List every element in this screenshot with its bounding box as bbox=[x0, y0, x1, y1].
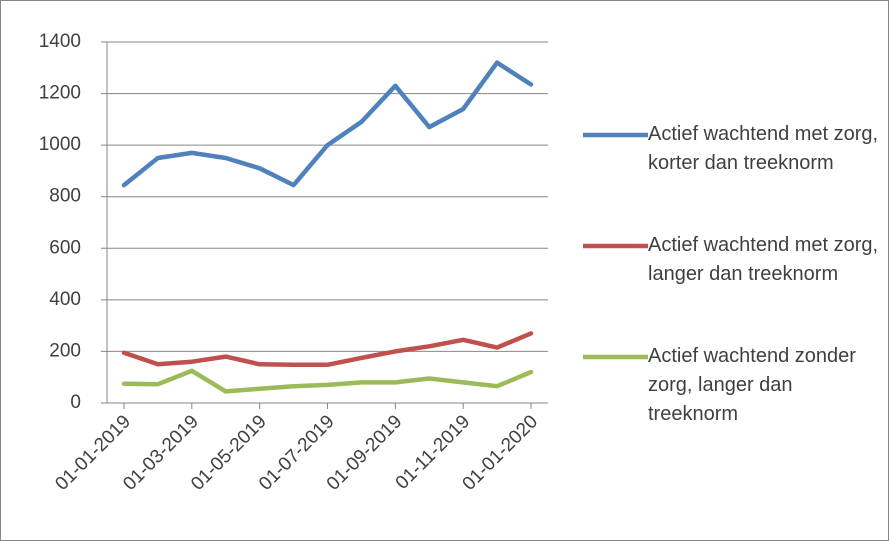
legend-label: Actief wachtend zonder zorg, langer dan … bbox=[648, 345, 856, 425]
y-tick-label: 200 bbox=[49, 340, 81, 361]
y-tick-label: 1200 bbox=[39, 83, 81, 104]
legend-label: Actief wachtend met zorg, korter dan tre… bbox=[648, 123, 879, 174]
series-line bbox=[121, 368, 534, 394]
y-tick-label: 1400 bbox=[39, 31, 81, 52]
y-tick-label: 400 bbox=[49, 289, 81, 310]
y-tick-label: 1000 bbox=[39, 134, 81, 155]
y-tick-label: 800 bbox=[49, 186, 81, 207]
legend-label: Actief wachtend met zorg, langer dan tre… bbox=[648, 234, 879, 285]
y-tick-label: 0 bbox=[70, 392, 81, 413]
series-line bbox=[121, 60, 534, 188]
series-line bbox=[121, 331, 534, 368]
y-tick-label: 600 bbox=[49, 237, 81, 258]
